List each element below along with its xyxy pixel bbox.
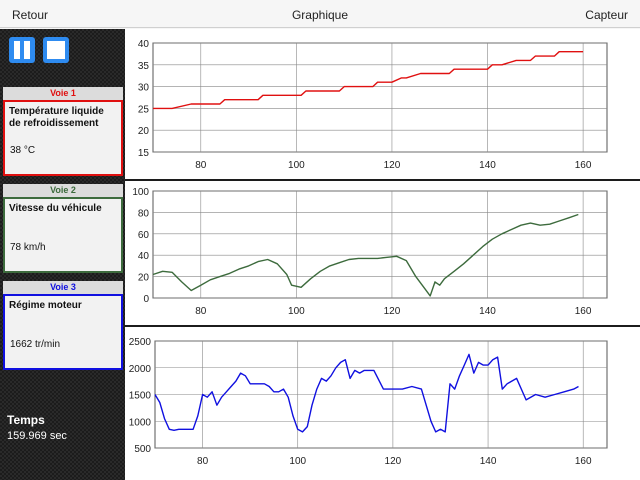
y-tick-label: 20 — [138, 126, 150, 137]
channel-panel-3[interactable]: Régime moteur 1662 tr/min — [3, 294, 123, 370]
y-tick-label: 100 — [132, 187, 149, 198]
page-title: Graphique — [291, 8, 349, 22]
y-tick-label: 25 — [138, 104, 150, 115]
channel-value: 38 °C — [10, 145, 36, 156]
plot-frame — [152, 42, 608, 153]
x-tick-label: 120 — [384, 160, 401, 171]
sensor-button[interactable]: Capteur — [585, 8, 628, 22]
top-navigation-bar: Retour Graphique Capteur — [0, 0, 640, 28]
channel-tab-3[interactable]: Voie 3 — [3, 281, 123, 294]
channel-name: Température liquide de refroidissement — [9, 106, 104, 129]
y-tick-label: 15 — [138, 148, 150, 159]
time-label: Temps — [7, 413, 45, 427]
stop-button[interactable] — [43, 37, 69, 63]
x-tick-label: 100 — [289, 456, 306, 467]
channel-tab-1[interactable]: Voie 1 — [3, 87, 123, 100]
x-tick-label: 160 — [575, 160, 592, 171]
channel-panel-1[interactable]: Température liquide de refroidissement 3… — [3, 100, 123, 176]
stop-icon — [47, 41, 65, 59]
channel-name: Vitesse du véhicule — [9, 203, 102, 214]
x-tick-label: 140 — [479, 160, 496, 171]
channel-value: 1662 tr/min — [10, 339, 61, 350]
y-tick-label: 20 — [138, 273, 150, 284]
pause-button[interactable] — [9, 37, 35, 63]
x-tick-label: 100 — [288, 160, 305, 171]
x-tick-label: 80 — [195, 160, 207, 171]
channel-name: Régime moteur — [9, 300, 82, 311]
x-tick-label: 100 — [288, 306, 305, 317]
plot-divider — [125, 179, 640, 181]
series-line-1 — [153, 51, 584, 110]
time-value: 159.969 sec — [7, 430, 67, 442]
plot-divider — [125, 325, 640, 327]
x-tick-label: 120 — [384, 306, 401, 317]
series-line-3 — [154, 353, 579, 433]
plot-frame — [152, 190, 608, 299]
x-tick-label: 120 — [385, 456, 402, 467]
y-tick-label: 1000 — [129, 417, 152, 428]
x-tick-label: 140 — [479, 306, 496, 317]
y-tick-label: 2000 — [129, 364, 152, 375]
y-tick-label: 30 — [138, 83, 150, 94]
y-tick-label: 500 — [134, 444, 151, 455]
y-tick-label: 35 — [138, 61, 150, 72]
x-tick-label: 160 — [575, 456, 592, 467]
y-tick-label: 80 — [138, 208, 150, 219]
x-tick-label: 80 — [195, 306, 207, 317]
y-tick-label: 1500 — [129, 391, 152, 402]
y-tick-label: 40 — [138, 251, 150, 262]
series-line-2 — [152, 213, 579, 297]
channel-tab-2[interactable]: Voie 2 — [3, 184, 123, 197]
y-tick-label: 0 — [143, 294, 149, 305]
channel-value: 78 km/h — [10, 242, 46, 253]
channel-panel-2[interactable]: Vitesse du véhicule 78 km/h — [3, 197, 123, 273]
y-tick-label: 60 — [138, 230, 150, 241]
x-tick-label: 160 — [575, 306, 592, 317]
sidebar: Voie 1 Température liquide de refroidiss… — [0, 29, 125, 480]
x-tick-label: 140 — [480, 456, 497, 467]
back-button[interactable]: Retour — [12, 8, 49, 22]
y-tick-label: 2500 — [129, 337, 152, 348]
x-tick-label: 80 — [197, 456, 209, 467]
y-tick-label: 40 — [138, 39, 150, 50]
